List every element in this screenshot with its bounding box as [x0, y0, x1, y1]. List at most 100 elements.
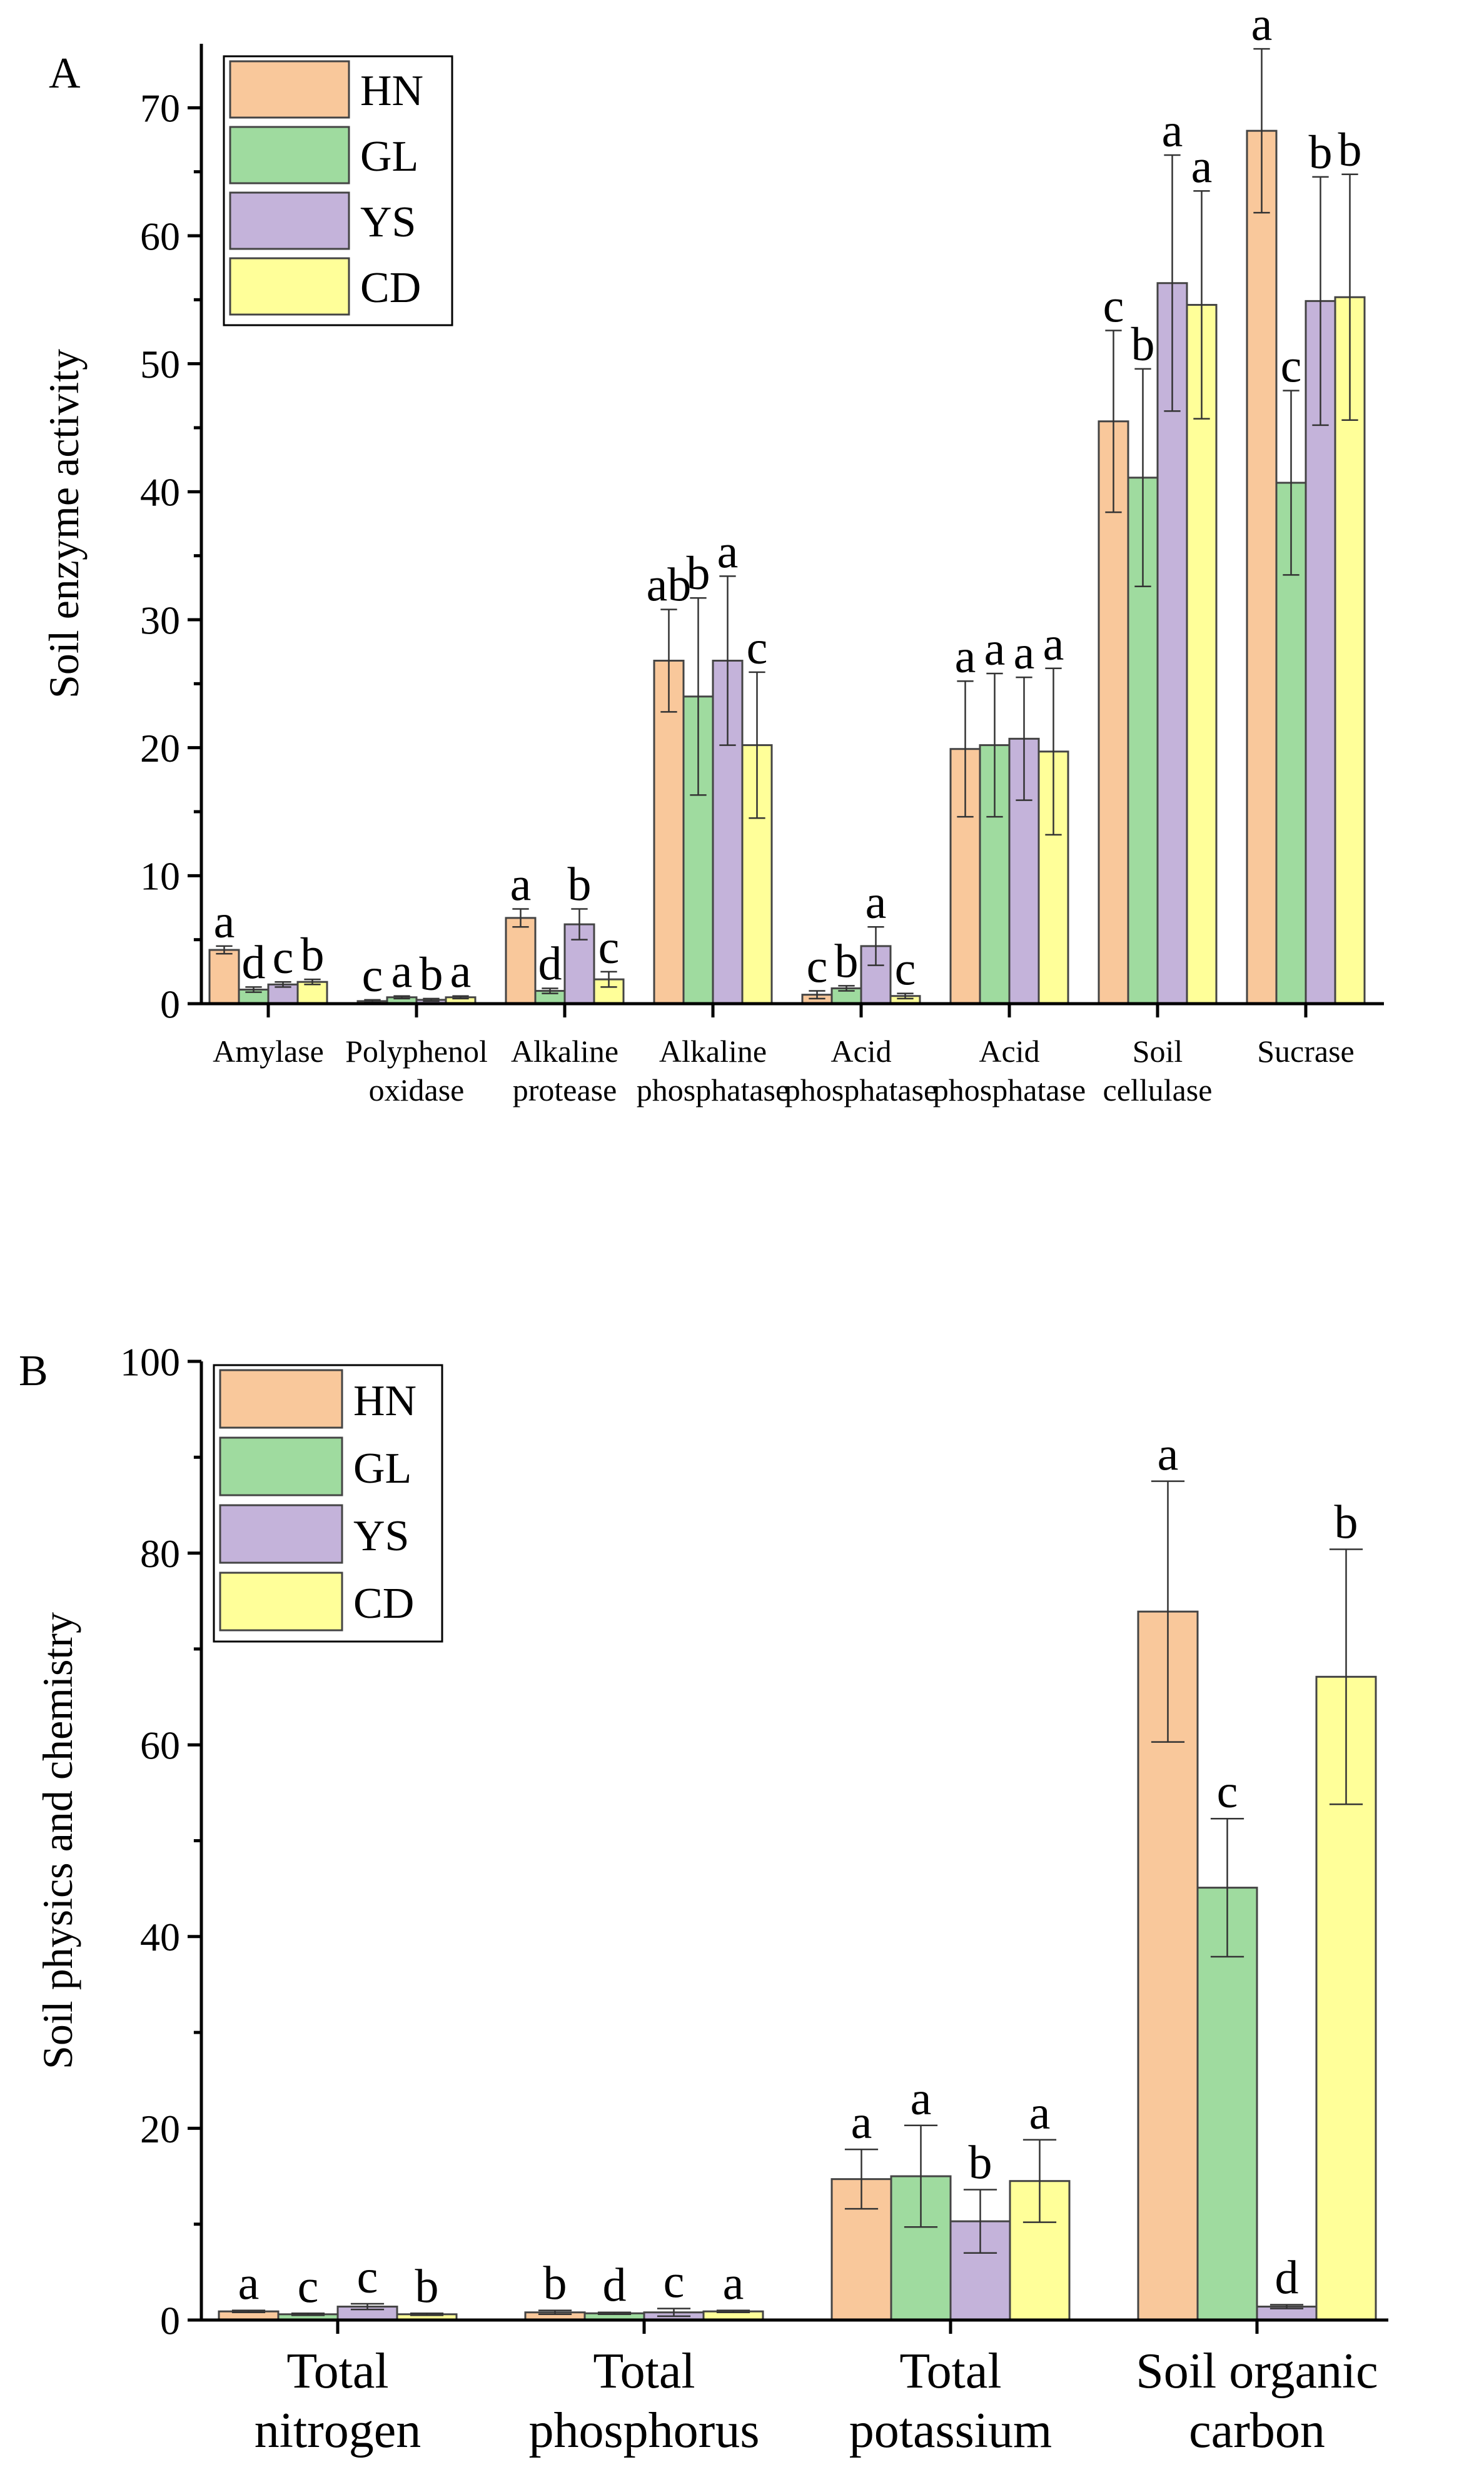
- panel-label: A: [49, 49, 81, 98]
- legend-swatch-gl: [219, 1436, 343, 1496]
- significance-letter: d: [538, 937, 562, 990]
- significance-letter: b: [543, 2257, 567, 2310]
- significance-letter: b: [835, 935, 859, 987]
- significance-letter: a: [866, 876, 887, 929]
- legend-label: CD: [353, 1580, 414, 1628]
- bar-cd: [296, 981, 328, 1005]
- x-category-label: oxidase: [369, 1072, 465, 1107]
- x-category-label: Alkaline: [659, 1034, 767, 1069]
- legend-swatch-hn: [229, 60, 350, 119]
- legend-swatch-hn: [219, 1369, 343, 1429]
- x-category-label: Total: [899, 2344, 1001, 2399]
- significance-letter: c: [298, 2260, 319, 2313]
- x-category-label: Alkaline: [511, 1034, 618, 1069]
- x-category-label: Sucrase: [1257, 1034, 1355, 1069]
- significance-letter: c: [362, 949, 383, 1002]
- x-category-label: protease: [513, 1072, 617, 1107]
- significance-letter: ab: [647, 559, 692, 612]
- significance-letter: b: [420, 948, 443, 1001]
- legend-label: YS: [353, 1512, 409, 1560]
- significance-letter: a: [1158, 1428, 1179, 1481]
- x-category-label: phosphatase: [785, 1072, 937, 1107]
- significance-letter: b: [687, 547, 710, 600]
- legend-label: GL: [360, 133, 418, 181]
- significance-letter: d: [603, 2259, 627, 2312]
- significance-letter: a: [238, 2257, 260, 2310]
- significance-letter: a: [851, 2096, 872, 2149]
- y-tick-label: 80: [140, 1531, 180, 1576]
- significance-letter: a: [1251, 0, 1273, 51]
- significance-letter: b: [1335, 1496, 1358, 1548]
- y-tick-label: 40: [140, 470, 180, 515]
- x-category-label: Polyphenol: [345, 1034, 488, 1069]
- legend-label: HN: [360, 67, 423, 115]
- x-category-label: nitrogen: [255, 2403, 421, 2458]
- legend-label: GL: [353, 1445, 411, 1493]
- significance-letter: c: [1281, 340, 1302, 393]
- significance-letter: c: [598, 921, 620, 974]
- significance-letter: a: [450, 946, 472, 998]
- significance-letter: b: [1338, 124, 1362, 176]
- x-category-label: phosphatase: [933, 1072, 1086, 1107]
- significance-letter: a: [1162, 104, 1183, 157]
- significance-letter: a: [1014, 627, 1035, 679]
- x-category-label: Acid: [979, 1034, 1039, 1069]
- bar-gl: [1196, 1887, 1258, 2321]
- significance-letter: c: [273, 931, 294, 984]
- significance-letter: c: [1217, 1765, 1238, 1818]
- x-category-label: potassium: [849, 2403, 1052, 2458]
- x-category-label: Soil organic: [1136, 2344, 1378, 2399]
- y-tick-label: 20: [140, 726, 180, 770]
- significance-letter: c: [664, 2256, 685, 2308]
- x-category-label: phosphatase: [637, 1072, 789, 1107]
- x-category-label: Soil: [1133, 1034, 1183, 1069]
- legend-label: YS: [360, 198, 416, 246]
- legend-swatch-ys: [229, 191, 350, 250]
- y-tick-label: 30: [140, 598, 180, 642]
- legend-swatch-ys: [219, 1504, 343, 1564]
- significance-letter: d: [1275, 2251, 1299, 2304]
- significance-letter: a: [1043, 618, 1064, 670]
- y-tick-label: 60: [140, 1723, 180, 1768]
- significance-letter: d: [242, 936, 266, 989]
- legend-swatch-gl: [229, 126, 350, 184]
- x-category-label: carbon: [1189, 2403, 1325, 2458]
- y-tick-label: 50: [140, 342, 180, 386]
- y-tick-label: 0: [160, 2298, 180, 2343]
- bar-hn: [505, 917, 537, 1005]
- legend-swatch-cd: [219, 1571, 343, 1632]
- significance-letter: a: [214, 895, 235, 948]
- x-category-label: cellulase: [1103, 1072, 1213, 1107]
- legend-label: HN: [353, 1377, 416, 1425]
- significance-letter: a: [1029, 2087, 1051, 2139]
- significance-letter: b: [301, 929, 325, 981]
- legend-swatch-cd: [229, 257, 350, 316]
- significance-letter: a: [510, 859, 532, 911]
- significance-letter: a: [955, 630, 976, 683]
- y-tick-label: 70: [140, 86, 180, 131]
- x-category-label: Amylase: [213, 1034, 324, 1069]
- y-tick-label: 20: [140, 2107, 180, 2151]
- bar-hn: [1246, 129, 1278, 1005]
- significance-letter: c: [807, 941, 828, 993]
- y-tick-label: 10: [140, 854, 180, 899]
- significance-letter: b: [1131, 318, 1155, 371]
- panel-label: B: [19, 1347, 48, 1395]
- significance-letter: a: [911, 2072, 932, 2125]
- significance-letter: a: [1191, 140, 1213, 193]
- x-category-label: Total: [593, 2344, 695, 2399]
- y-axis-label: Soil physics and chemistry: [34, 1612, 81, 2069]
- significance-letter: a: [391, 946, 413, 998]
- bar-hn: [653, 659, 685, 1005]
- y-tick-label: 60: [140, 214, 180, 258]
- significance-letter: b: [415, 2260, 439, 2313]
- significance-letter: a: [723, 2257, 744, 2310]
- significance-letter: c: [895, 943, 916, 996]
- significance-letter: c: [357, 2251, 378, 2303]
- significance-letter: a: [717, 525, 739, 578]
- y-tick-label: 40: [140, 1915, 180, 1959]
- y-tick-label: 0: [160, 982, 180, 1026]
